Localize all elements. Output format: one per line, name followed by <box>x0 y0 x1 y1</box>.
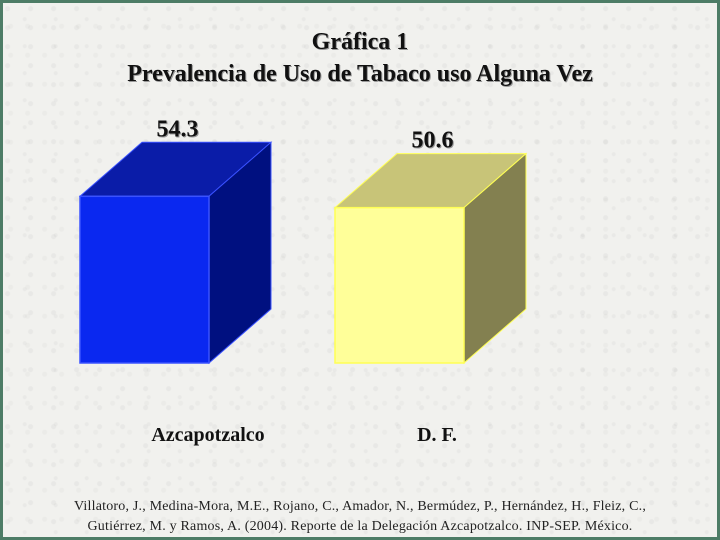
chart-title: Gráfica 1 <box>311 29 409 55</box>
chart-subtitle: Prevalencia de Uso de Tabaco uso Alguna … <box>127 61 593 87</box>
bar-d-f <box>334 206 465 364</box>
citation: Villatoro, J., Medina-Mora, M.E., Rojano… <box>3 497 717 537</box>
data-label-d-f: 50.6 <box>412 128 454 154</box>
slide-frame: Gráfica 1 Prevalencia de Uso de Tabaco u… <box>3 3 717 537</box>
citation-line-2: Gutiérrez, M. y Ramos, A. (2004). Report… <box>87 519 633 534</box>
category-label-azcapotzalco: Azcapotzalco <box>151 424 264 446</box>
bar-chart-3d: 54.3 Azcapotzalco 50.6 D. F. <box>78 116 528 446</box>
category-label-d-f: D. F. <box>417 424 457 446</box>
data-label-azcapotzalco: 54.3 <box>157 116 199 142</box>
citation-line-1: Villatoro, J., Medina-Mora, M.E., Rojano… <box>73 499 647 514</box>
bar-azcapotzalco <box>79 195 210 364</box>
